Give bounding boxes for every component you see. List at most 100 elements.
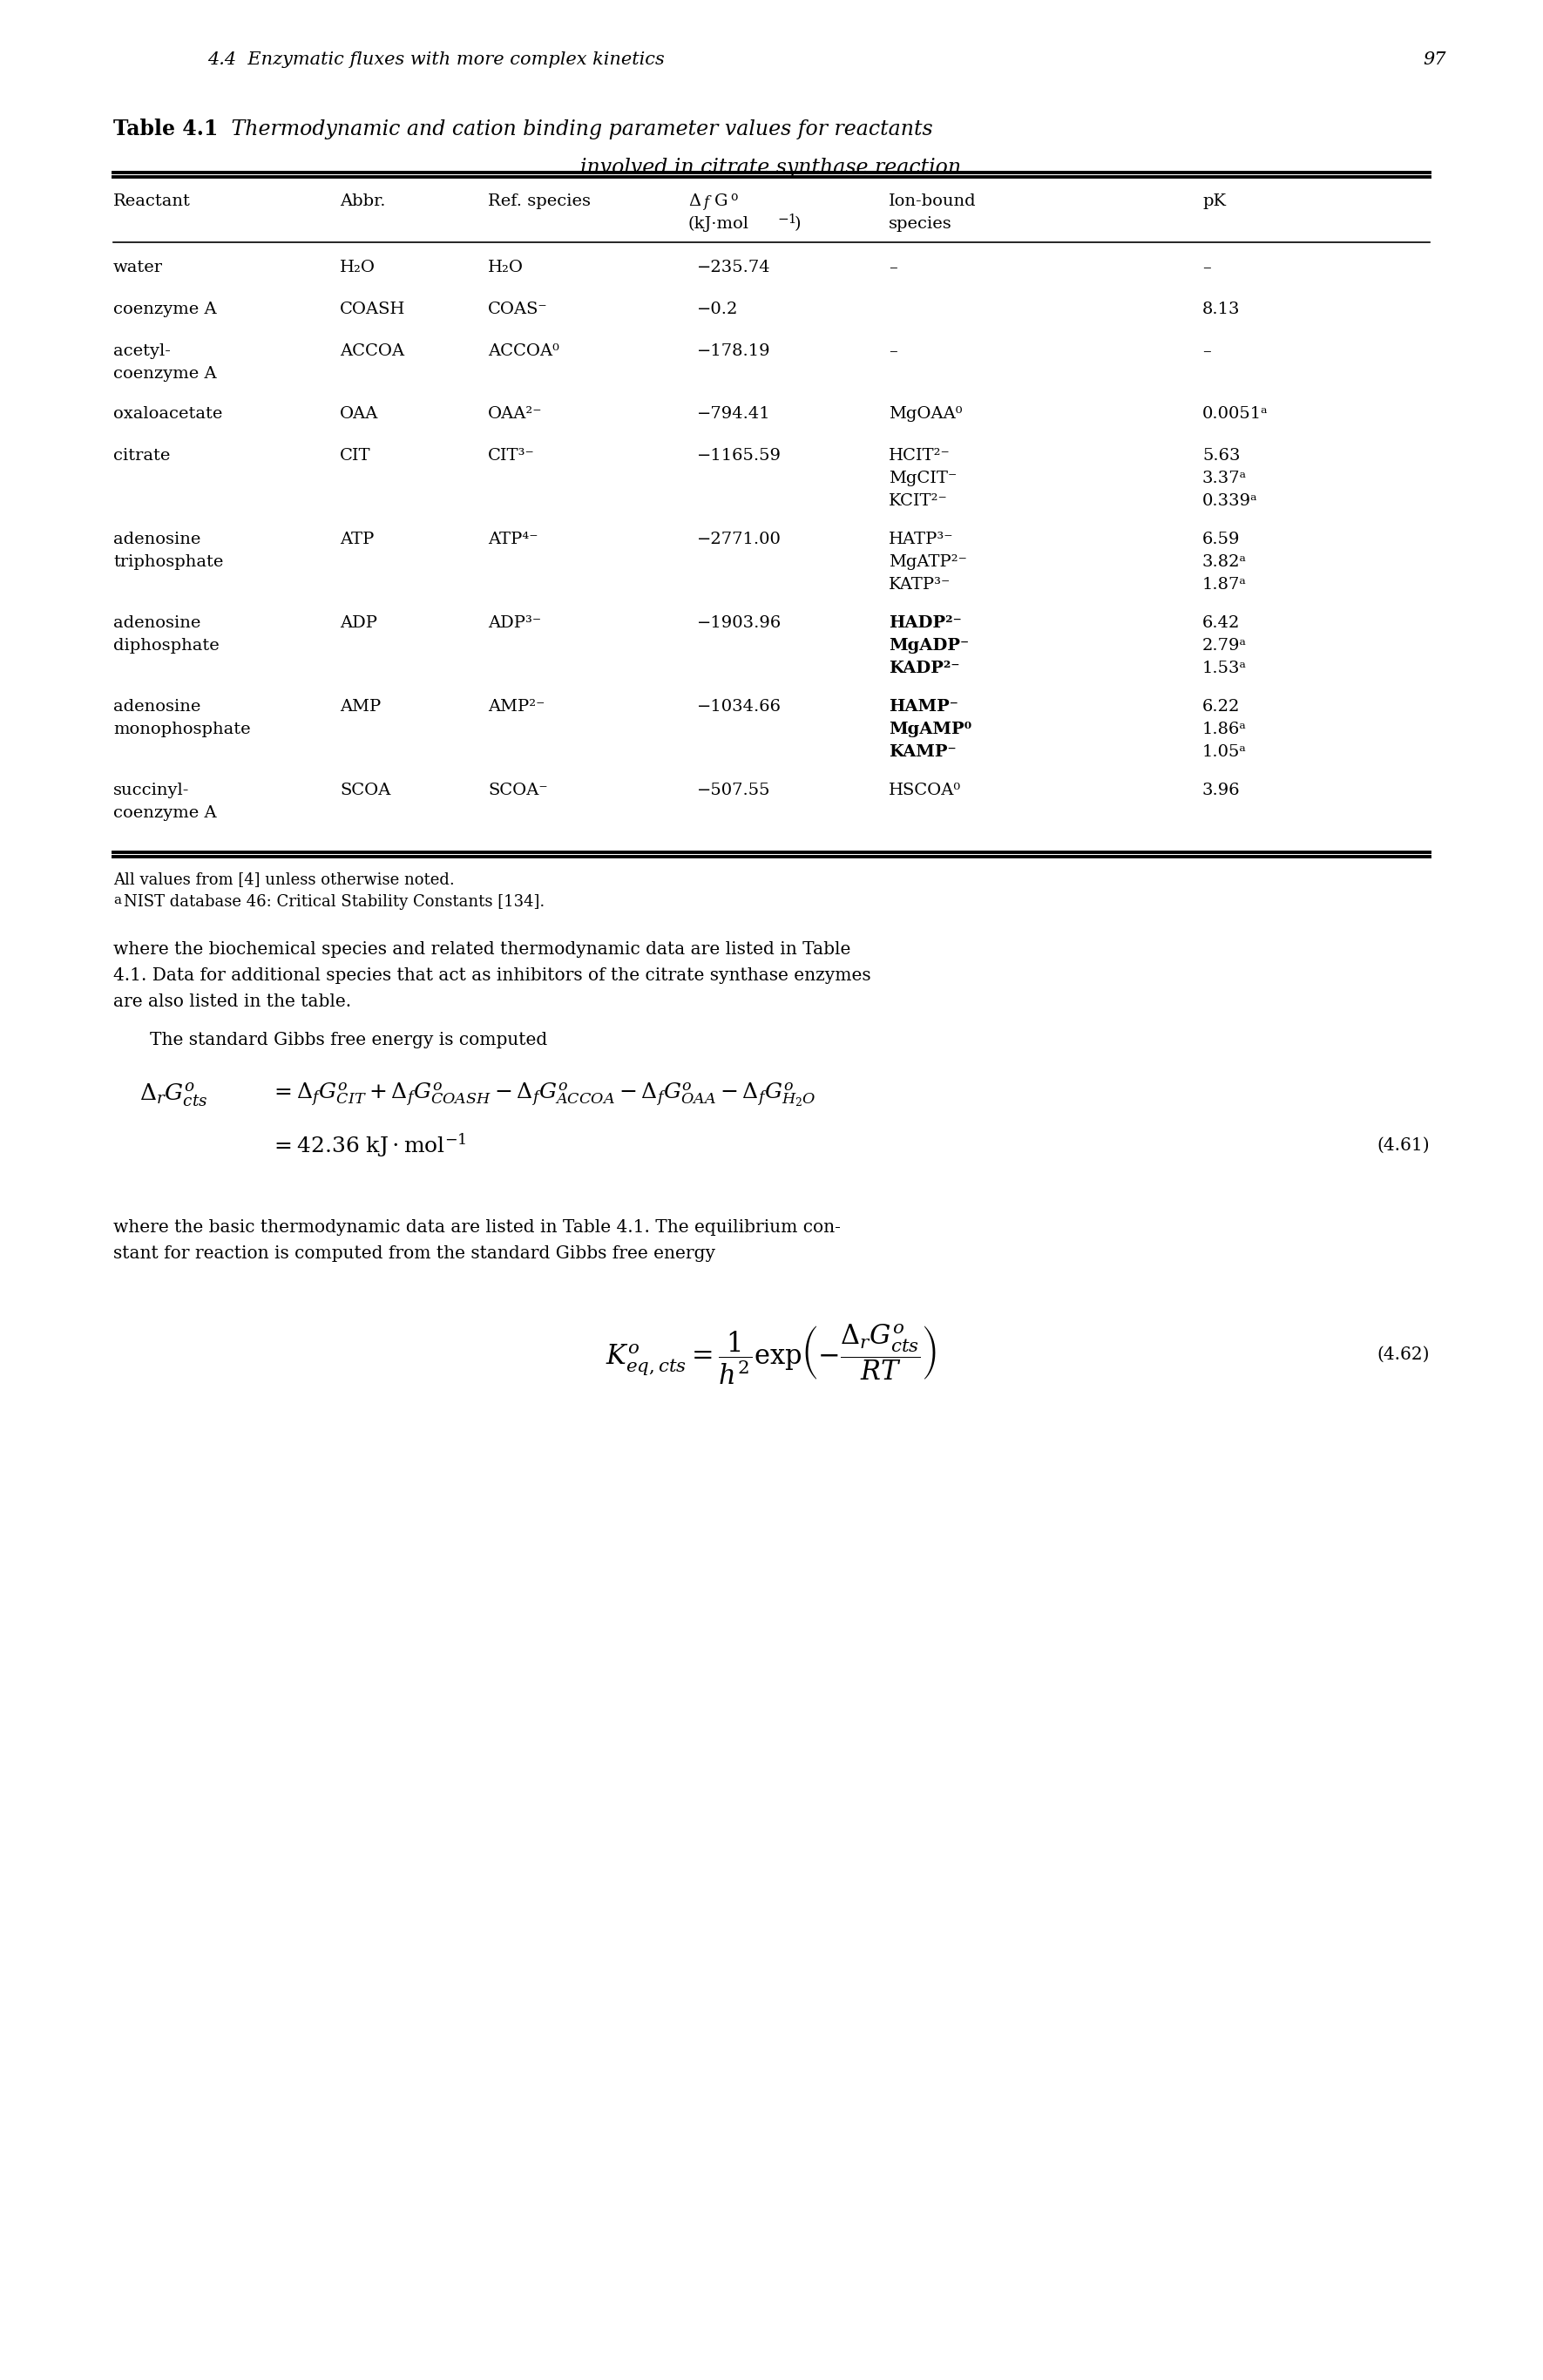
Text: –: – bbox=[889, 343, 896, 359]
Text: ): ) bbox=[795, 217, 801, 231]
Text: f: f bbox=[704, 195, 708, 209]
Text: ATP⁴⁻: ATP⁴⁻ bbox=[488, 531, 539, 547]
Text: –: – bbox=[1202, 343, 1211, 359]
Text: 6.59: 6.59 bbox=[1202, 531, 1241, 547]
Text: HADP²⁻: HADP²⁻ bbox=[889, 616, 961, 631]
Text: −1: −1 bbox=[778, 214, 796, 226]
Text: 3.96: 3.96 bbox=[1202, 783, 1241, 797]
Text: adenosine: adenosine bbox=[113, 700, 201, 714]
Text: 4.4  Enzymatic fluxes with more complex kinetics: 4.4 Enzymatic fluxes with more complex k… bbox=[207, 50, 663, 67]
Text: (4.61): (4.61) bbox=[1376, 1138, 1430, 1154]
Text: monophosphate: monophosphate bbox=[113, 721, 250, 738]
Text: o: o bbox=[730, 190, 738, 202]
Text: $= 42.36\ \mathrm{kJ} \cdot \mathrm{mol}^{-1}$: $= 42.36\ \mathrm{kJ} \cdot \mathrm{mol}… bbox=[270, 1130, 466, 1159]
Text: Abbr.: Abbr. bbox=[339, 193, 386, 209]
Text: KCIT²⁻: KCIT²⁻ bbox=[889, 493, 947, 509]
Text: HAMP⁻: HAMP⁻ bbox=[889, 700, 958, 714]
Text: 4.1. Data for additional species that act as inhibitors of the citrate synthase : 4.1. Data for additional species that ac… bbox=[113, 966, 870, 983]
Text: AMP²⁻: AMP²⁻ bbox=[488, 700, 545, 714]
Text: 0.0051ᵃ: 0.0051ᵃ bbox=[1202, 407, 1268, 421]
Text: 3.82ᵃ: 3.82ᵃ bbox=[1202, 555, 1247, 569]
Text: pK: pK bbox=[1202, 193, 1225, 209]
Text: H₂O: H₂O bbox=[488, 259, 523, 276]
Text: OAA: OAA bbox=[339, 407, 378, 421]
Text: H₂O: H₂O bbox=[339, 259, 375, 276]
Text: 5.63: 5.63 bbox=[1202, 447, 1241, 464]
Text: MgADP⁻: MgADP⁻ bbox=[889, 638, 969, 655]
Text: G: G bbox=[714, 193, 728, 209]
Text: Table 4.1: Table 4.1 bbox=[113, 119, 218, 140]
Text: MgOAA⁰: MgOAA⁰ bbox=[889, 407, 963, 421]
Text: ADP³⁻: ADP³⁻ bbox=[488, 616, 542, 631]
Text: −1165.59: −1165.59 bbox=[697, 447, 781, 464]
Text: $= \Delta_f G^o_{CIT} + \Delta_f G^o_{COASH} - \Delta_f G^o_{ACCOA} - \Delta_f G: $= \Delta_f G^o_{CIT} + \Delta_f G^o_{CO… bbox=[270, 1081, 816, 1109]
Text: involved in citrate synthase reaction: involved in citrate synthase reaction bbox=[580, 157, 961, 178]
Text: coenzyme A: coenzyme A bbox=[113, 804, 216, 821]
Text: 6.42: 6.42 bbox=[1202, 616, 1241, 631]
Text: MgAMP⁰: MgAMP⁰ bbox=[889, 721, 972, 738]
Text: a: a bbox=[113, 895, 120, 907]
Text: −0.2: −0.2 bbox=[697, 302, 738, 317]
Text: Thermodynamic and cation binding parameter values for reactants: Thermodynamic and cation binding paramet… bbox=[225, 119, 934, 138]
Text: HATP³⁻: HATP³⁻ bbox=[889, 531, 954, 547]
Text: HSCOA⁰: HSCOA⁰ bbox=[889, 783, 961, 797]
Text: −1034.66: −1034.66 bbox=[697, 700, 781, 714]
Text: ACCOA⁰: ACCOA⁰ bbox=[488, 343, 559, 359]
Text: succinyl-: succinyl- bbox=[113, 783, 190, 797]
Text: KAMP⁻: KAMP⁻ bbox=[889, 745, 957, 759]
Text: 8.13: 8.13 bbox=[1202, 302, 1241, 317]
Text: 2.79ᵃ: 2.79ᵃ bbox=[1202, 638, 1247, 655]
Text: OAA²⁻: OAA²⁻ bbox=[488, 407, 542, 421]
Text: MgATP²⁻: MgATP²⁻ bbox=[889, 555, 967, 569]
Text: CIT³⁻: CIT³⁻ bbox=[488, 447, 535, 464]
Text: acetyl-: acetyl- bbox=[113, 343, 171, 359]
Text: MgCIT⁻: MgCIT⁻ bbox=[889, 471, 957, 486]
Text: The standard Gibbs free energy is computed: The standard Gibbs free energy is comput… bbox=[150, 1033, 548, 1047]
Text: (4.62): (4.62) bbox=[1376, 1347, 1430, 1364]
Text: COAS⁻: COAS⁻ bbox=[488, 302, 548, 317]
Text: ADP: ADP bbox=[339, 616, 376, 631]
Text: Ref. species: Ref. species bbox=[488, 193, 591, 209]
Text: HCIT²⁻: HCIT²⁻ bbox=[889, 447, 950, 464]
Text: adenosine: adenosine bbox=[113, 616, 201, 631]
Text: 1.53ᵃ: 1.53ᵃ bbox=[1202, 662, 1247, 676]
Text: ATP: ATP bbox=[339, 531, 373, 547]
Text: 1.86ᵃ: 1.86ᵃ bbox=[1202, 721, 1247, 738]
Text: Reactant: Reactant bbox=[113, 193, 191, 209]
Text: where the basic thermodynamic data are listed in Table 4.1. The equilibrium con-: where the basic thermodynamic data are l… bbox=[113, 1219, 841, 1235]
Text: CIT: CIT bbox=[339, 447, 370, 464]
Text: −794.41: −794.41 bbox=[697, 407, 772, 421]
Text: stant for reaction is computed from the standard Gibbs free energy: stant for reaction is computed from the … bbox=[113, 1245, 716, 1261]
Text: water: water bbox=[113, 259, 164, 276]
Text: Ion-bound: Ion-bound bbox=[889, 193, 977, 209]
Text: −235.74: −235.74 bbox=[697, 259, 772, 276]
Text: $\Delta_r G^o_{cts}$: $\Delta_r G^o_{cts}$ bbox=[139, 1081, 208, 1109]
Text: COASH: COASH bbox=[339, 302, 406, 317]
Text: (kJ·mol: (kJ·mol bbox=[688, 217, 750, 231]
Text: SCOA⁻: SCOA⁻ bbox=[488, 783, 548, 797]
Text: SCOA: SCOA bbox=[339, 783, 390, 797]
Text: −2771.00: −2771.00 bbox=[697, 531, 781, 547]
Text: –: – bbox=[1202, 259, 1211, 276]
Text: citrate: citrate bbox=[113, 447, 170, 464]
Text: adenosine: adenosine bbox=[113, 531, 201, 547]
Text: All values from [4] unless otherwise noted.: All values from [4] unless otherwise not… bbox=[113, 871, 455, 888]
Text: KADP²⁻: KADP²⁻ bbox=[889, 662, 960, 676]
Text: species: species bbox=[889, 217, 952, 231]
Text: 6.22: 6.22 bbox=[1202, 700, 1241, 714]
Text: −507.55: −507.55 bbox=[697, 783, 770, 797]
Text: $K^o_{eq,cts} = \dfrac{1}{h^2} \exp\!\left(-\dfrac{\Delta_r G^o_{cts}}{RT}\right: $K^o_{eq,cts} = \dfrac{1}{h^2} \exp\!\le… bbox=[605, 1323, 937, 1388]
Text: AMP: AMP bbox=[339, 700, 381, 714]
Text: 3.37ᵃ: 3.37ᵃ bbox=[1202, 471, 1247, 486]
Text: are also listed in the table.: are also listed in the table. bbox=[113, 992, 352, 1009]
Text: coenzyme A: coenzyme A bbox=[113, 367, 216, 381]
Text: coenzyme A: coenzyme A bbox=[113, 302, 216, 317]
Text: oxaloacetate: oxaloacetate bbox=[113, 407, 222, 421]
Text: KATP³⁻: KATP³⁻ bbox=[889, 576, 950, 593]
Text: Δ: Δ bbox=[688, 193, 701, 209]
Text: 1.87ᵃ: 1.87ᵃ bbox=[1202, 576, 1247, 593]
Text: 1.05ᵃ: 1.05ᵃ bbox=[1202, 745, 1247, 759]
Text: 97: 97 bbox=[1423, 50, 1446, 67]
Text: –: – bbox=[889, 259, 896, 276]
Text: diphosphate: diphosphate bbox=[113, 638, 219, 655]
